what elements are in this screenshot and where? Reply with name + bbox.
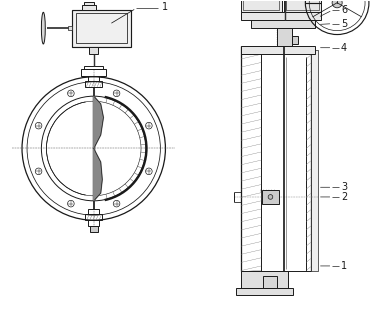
Bar <box>284 0 321 12</box>
Bar <box>241 46 315 54</box>
Polygon shape <box>94 149 102 201</box>
Bar <box>85 214 102 220</box>
Bar <box>72 10 131 46</box>
Text: 3: 3 <box>341 182 347 192</box>
Bar <box>241 0 282 12</box>
Bar <box>277 28 292 46</box>
Circle shape <box>268 195 273 199</box>
Polygon shape <box>94 96 103 149</box>
Bar <box>84 2 94 5</box>
Bar <box>90 226 98 232</box>
Bar <box>84 66 103 70</box>
Bar <box>241 271 288 288</box>
Bar <box>89 46 98 54</box>
Ellipse shape <box>41 12 45 44</box>
Bar <box>292 36 298 44</box>
Bar <box>85 81 102 87</box>
Text: 1: 1 <box>161 2 168 12</box>
Text: 2: 2 <box>341 192 347 202</box>
Bar <box>75 13 128 43</box>
Bar <box>251 20 315 28</box>
Bar <box>82 5 96 10</box>
Text: 5: 5 <box>341 19 347 29</box>
Bar <box>241 12 321 20</box>
Bar <box>311 50 318 271</box>
Text: 6: 6 <box>341 5 347 15</box>
Bar <box>88 209 99 214</box>
Text: 4: 4 <box>341 43 347 53</box>
Circle shape <box>332 0 342 8</box>
Bar <box>88 76 99 81</box>
Text: 1: 1 <box>341 261 347 271</box>
Bar <box>262 190 279 204</box>
Bar <box>81 70 106 76</box>
Bar <box>263 275 277 288</box>
Bar <box>68 26 72 31</box>
Bar <box>237 288 293 295</box>
Bar <box>88 220 99 226</box>
Bar <box>244 0 279 10</box>
Bar <box>286 0 319 10</box>
